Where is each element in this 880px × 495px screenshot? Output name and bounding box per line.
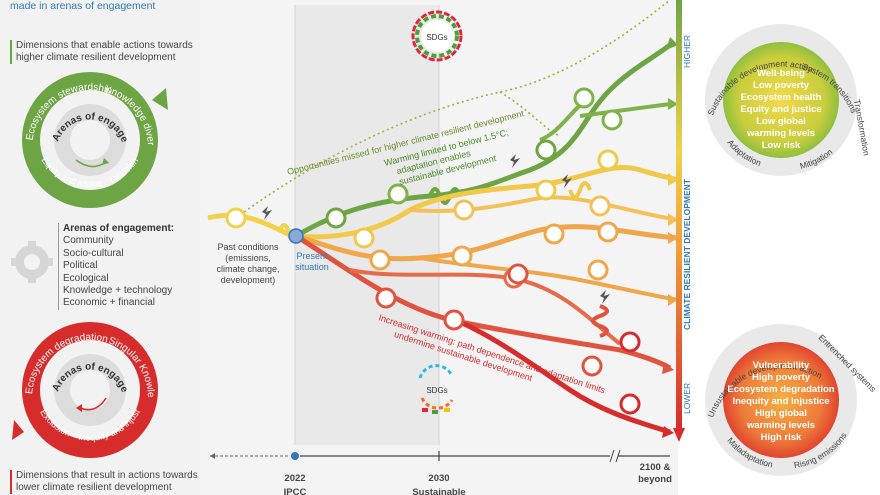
higher-crd-outcome-circle: Sustainable development action System tr…	[705, 24, 872, 176]
gear-icon	[11, 241, 53, 283]
top-ring-2: System transitions	[801, 61, 859, 114]
timeline-2022: 2022	[284, 473, 305, 484]
red-header-line1: Dimensions that result in actions toward…	[16, 470, 198, 481]
pathways-diagram: SDGs SDGs Opportunities missed for highe…	[200, 0, 678, 495]
crd-axis-title: CLIMATE RESILIENT DEVELOPMENT	[682, 178, 692, 330]
top-item: warming levels	[746, 128, 815, 139]
lower-crd-outcome-circle: Unsustainable development action Entrenc…	[705, 324, 878, 476]
present-situation-dot	[288, 228, 304, 244]
arena-item: Ecological	[63, 272, 109, 284]
arena-item: Socio-cultural	[63, 247, 124, 259]
dark-red-pathway	[458, 319, 671, 435]
svg-text:System transitions: System transitions	[801, 61, 859, 114]
present-situation-label: Present situation	[295, 251, 329, 272]
top-ring-5: Adaptation	[725, 137, 762, 168]
opportunities-missed-path	[239, 0, 671, 216]
top-item: Low poverty	[753, 80, 810, 91]
green-pathway	[294, 42, 672, 239]
top-item: Equity and justice	[740, 104, 821, 115]
top-caption: made in arenas of engagement	[10, 0, 156, 12]
bottom-ring-2: Entrenched systems	[817, 332, 879, 394]
bottom-item: High risk	[761, 432, 802, 443]
green-header-line2: higher climate resilient development	[16, 52, 176, 63]
sdg-label-broken: SDGs	[426, 386, 447, 395]
top-ring-3: Transformation	[852, 99, 872, 157]
svg-text:Mitigation: Mitigation	[799, 146, 835, 170]
top-item: Ecosystem health	[741, 92, 822, 103]
arena-item: Community	[63, 235, 114, 247]
bottom-ring-4: Maladaptation	[725, 435, 773, 469]
sdg-wheel-top: SDGs	[411, 10, 463, 62]
pathway-arrowheads	[662, 37, 678, 438]
svg-text:Past conditions: Past conditions	[217, 242, 279, 252]
svg-text:Unsustainable development acti: Unsustainable development action	[705, 361, 824, 419]
arena-item: Economic + financial	[63, 297, 155, 309]
left-wheels: Ecosystem stewardship Knowledge diversit…	[0, 0, 168, 458]
svg-text:development): development)	[221, 275, 276, 285]
green-wheel-center: Arenas of engagement	[0, 0, 130, 144]
timeline-beyond: beyond	[638, 474, 672, 485]
axis-higher: HIGHER	[682, 35, 692, 68]
sdg-wheel-broken: SDGs	[418, 364, 454, 414]
sdg-label-top: SDGs	[426, 33, 447, 42]
svg-text:Maladaptation: Maladaptation	[725, 435, 773, 469]
climate-shock-icons	[262, 154, 610, 304]
arena-item: Knowledge + technology	[63, 285, 173, 297]
svg-text:(emissions,: (emissions,	[225, 253, 271, 263]
bottom-item: High global	[755, 408, 807, 419]
top-item: Low global	[756, 116, 806, 127]
green-header-line1: Dimensions that enable actions towards	[16, 40, 193, 51]
arenas-list: Arenas of engagement: Community Socio-cu…	[58, 223, 174, 310]
svg-text:situation: situation	[295, 262, 329, 272]
top-item: Well-being	[757, 68, 805, 79]
left-panel: made in arenas of engagement Dimensions …	[0, 0, 200, 495]
bottom-ring-3: Rising emissions	[793, 431, 848, 471]
svg-text:Rising emissions: Rising emissions	[793, 431, 848, 471]
timeline-sustainable: Sustainable	[412, 487, 465, 495]
timeline-ipcc: IPCC	[284, 487, 307, 495]
past-conditions-label: Past conditions (emissions, climate chan…	[216, 242, 279, 285]
timeline-2100: 2100 &	[640, 462, 671, 473]
svg-text:Adaptation: Adaptation	[725, 137, 762, 168]
bottom-item: Inequity and injustice	[732, 396, 829, 407]
red-pathway	[294, 233, 672, 371]
green-gear-icon	[54, 104, 126, 176]
red-dimensions-header: Dimensions that result in actions toward…	[10, 470, 201, 494]
bottom-item: Ecosystem degradation	[727, 384, 834, 395]
top-item: Low risk	[762, 140, 801, 151]
red-gear-icon	[54, 354, 126, 426]
green-dimensions-header: Dimensions that enable actions towards h…	[10, 40, 201, 64]
decision-point-gears	[225, 87, 641, 415]
svg-text:Present: Present	[296, 251, 328, 261]
pathways-panel: SDGs SDGs Opportunities missed for highe…	[200, 0, 678, 495]
yellow-pathway	[295, 164, 678, 240]
axis-lower: LOWER	[682, 383, 692, 414]
svg-text:Arenas of engagement: Arenas of engagement	[0, 0, 130, 144]
green-arena-wheel: Ecosystem stewardship Knowledge diversit…	[0, 0, 168, 208]
bottom-item: High poverty	[752, 372, 811, 383]
svg-text:climate change,: climate change,	[216, 264, 279, 274]
top-ring-1: Sustainable development action	[705, 59, 814, 117]
bottom-item: warming levels	[746, 420, 815, 431]
arenas-title: Arenas of engagement:	[63, 223, 175, 234]
timeline-2030: 2030	[428, 473, 449, 484]
svg-text:Sustainable development action: Sustainable development action	[705, 59, 814, 117]
bottom-ring-1: Unsustainable development action	[705, 361, 824, 419]
timeline: 2022 IPCC 2030 Sustainable 2100 & beyond	[200, 445, 678, 495]
arena-item: Political	[63, 260, 98, 272]
bottom-item: Vulnerability	[753, 360, 810, 371]
top-ring-4: Mitigation	[799, 146, 835, 170]
red-header-line2: lower climate resilient development	[16, 482, 172, 493]
